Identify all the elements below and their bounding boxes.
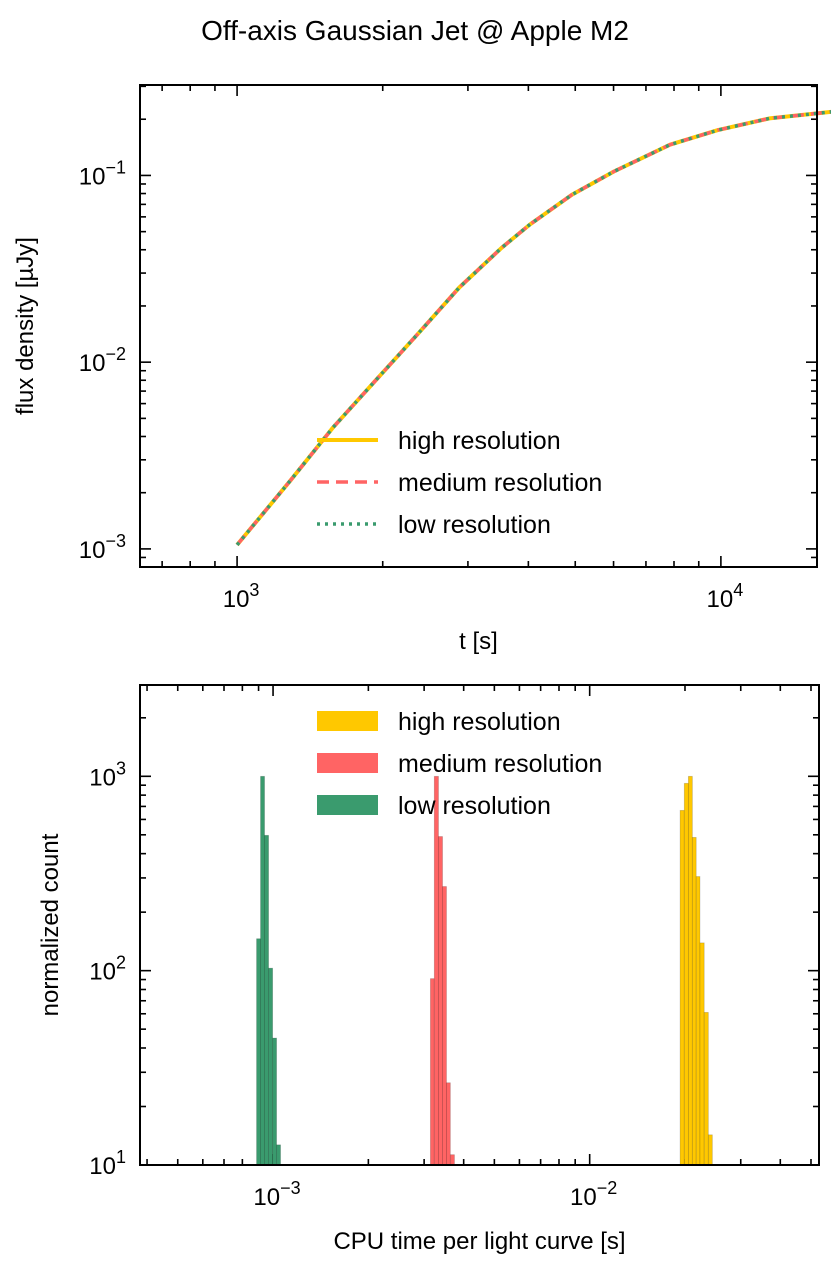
histogram-bar-high-resolution: [691, 836, 697, 1166]
y-axis-label: normalized count: [37, 833, 64, 1016]
x-axis-label: CPU time per light curve [s]: [333, 1228, 625, 1255]
histogram-bars: [256, 775, 713, 1166]
histogram-bar-low-resolution: [256, 938, 261, 1166]
y-axis-label: flux density [µJy]: [12, 237, 39, 415]
histogram-bar-low-resolution: [276, 1144, 281, 1166]
legend-patch: [317, 795, 378, 815]
histogram-bar-medium-resolution: [433, 775, 439, 1166]
x-axis-label: t [s]: [459, 628, 498, 655]
y-tick-label: 101: [89, 1147, 126, 1180]
cpu-time-histogram: 10−3 10−2 101 102 103 CPU time per light curv…: [37, 684, 820, 1255]
legend: high resolution medium resolution low reso…: [317, 427, 602, 539]
histogram-bar-high-resolution: [699, 942, 705, 1166]
plot-frame: [139, 84, 818, 568]
legend-label: high resolution: [398, 427, 561, 455]
histogram-bar-high-resolution: [695, 876, 701, 1166]
histogram-bar-low-resolution: [272, 1037, 277, 1166]
plot-frame: [139, 684, 820, 1166]
y-tick-label: 102: [89, 953, 126, 986]
histogram-bar-low-resolution: [268, 967, 274, 1166]
histogram-bar-high-resolution: [707, 1134, 713, 1166]
histogram-bar-medium-resolution: [442, 886, 447, 1166]
legend-label: high resolution: [398, 708, 561, 736]
legend-label: low resolution: [398, 792, 551, 820]
histogram-bar-high-resolution: [679, 809, 685, 1166]
histogram-bar-high-resolution: [683, 782, 689, 1166]
histogram-bar-medium-resolution: [438, 836, 443, 1166]
x-tick-label: 10−2: [570, 1178, 617, 1211]
y-tick-label: 10−2: [79, 344, 126, 377]
legend-label: medium resolution: [398, 750, 602, 778]
flux-lightcurve-plot: 10310410510610710−310−210−1t [s]flux den…: [12, 84, 831, 655]
y-tick-label: 10−3: [79, 531, 126, 564]
y-tick-label: 10−1: [79, 157, 126, 190]
x-tick-label: 103: [223, 580, 260, 613]
legend-patch: [317, 711, 378, 731]
legend-label: medium resolution: [398, 469, 602, 497]
histogram-bar-high-resolution: [703, 1011, 709, 1166]
histogram-bar-medium-resolution: [429, 978, 435, 1166]
legend-patch: [317, 753, 378, 773]
histogram-bar-low-resolution: [264, 834, 269, 1166]
histogram-bar-medium-resolution: [446, 1082, 451, 1166]
legend-label: low resolution: [398, 511, 551, 539]
x-tick-label: 10−3: [253, 1178, 300, 1211]
figure-title: Off-axis Gaussian Jet @ Apple M2: [201, 15, 629, 46]
histogram-bar-low-resolution: [260, 775, 265, 1166]
legend: high resolution medium resolution low reso…: [317, 708, 602, 820]
histogram-bar-medium-resolution: [449, 1154, 455, 1166]
histogram-bar-high-resolution: [687, 775, 693, 1166]
series-line-high-resolution: [235, 109, 831, 547]
y-tick-label: 103: [89, 758, 126, 791]
x-tick-label: 104: [707, 580, 744, 613]
